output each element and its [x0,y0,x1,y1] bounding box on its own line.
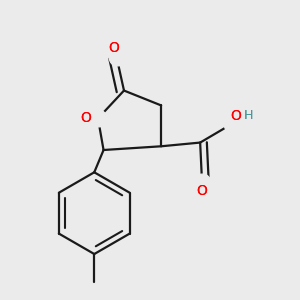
Text: H: H [244,109,253,122]
Text: O: O [196,184,208,198]
Text: H: H [244,109,253,122]
Text: O: O [230,109,241,123]
Text: O: O [108,41,119,55]
Text: O: O [81,111,92,125]
Text: O: O [81,111,92,125]
Text: O: O [108,41,119,55]
Text: O: O [196,184,208,198]
Text: O: O [230,109,241,123]
